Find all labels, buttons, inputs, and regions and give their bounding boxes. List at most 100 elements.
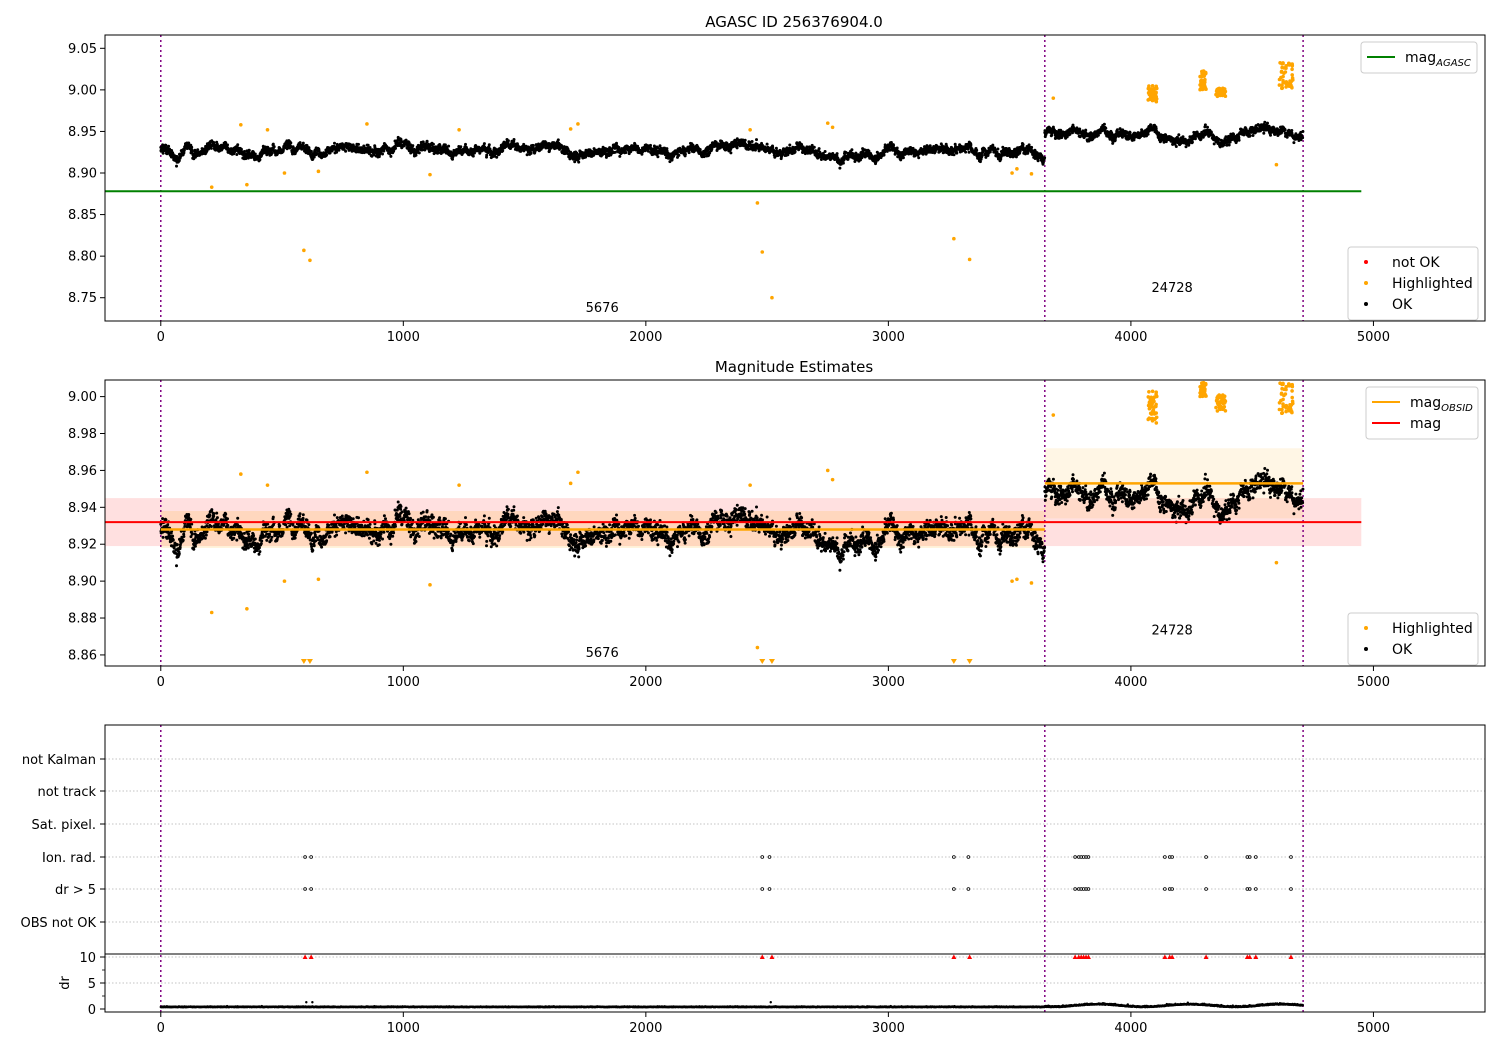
ok-point [161,151,165,155]
highlighted-point [1029,172,1034,176]
highlighted-point [457,127,461,132]
ok-point [850,148,854,152]
ok-point [617,145,621,149]
ok-point [975,148,979,152]
ok-point [812,145,816,149]
ok-point [729,151,733,155]
ok-point [1262,131,1266,135]
ok-point [1263,120,1267,124]
ok-point [1115,128,1119,132]
ok-point [482,142,486,146]
ok-point [901,156,905,160]
ok-point [411,144,415,148]
ok-point [1269,133,1272,137]
ok-point [1292,141,1296,145]
ok-point [917,156,921,160]
ok-point [964,150,968,154]
ok-point [743,138,747,142]
ok-point [389,154,393,158]
ok-point [823,150,827,153]
ok-point [649,143,652,147]
ok-point [788,143,792,147]
ok-point [1128,131,1132,135]
highlighted-point [245,182,249,187]
ok-point [235,153,239,156]
highlighted-point [282,171,287,175]
ok-point [501,149,505,153]
highlighted-point [239,122,243,127]
ok-point [677,153,681,157]
ok-point [272,145,276,149]
ok-point [506,139,510,143]
ok-point [1190,140,1194,144]
ok-point [242,150,246,153]
ok-point [247,148,251,152]
highlighted-point [308,258,312,263]
ok-point [996,147,1000,151]
ok-point [212,141,216,145]
ok-point [164,143,168,147]
ok-point [1283,128,1287,132]
ok-point [1301,130,1305,133]
highlighted-point [568,127,573,131]
ok-point [838,166,842,170]
ok-point [495,155,499,159]
ok-point [835,152,839,156]
ok-point [487,143,491,147]
ok-point [1043,156,1047,160]
ok-point [750,140,754,143]
ok-point [774,146,778,150]
ok-point [298,141,302,145]
ok-point [239,147,243,151]
ok-point [1251,134,1255,137]
ok-point [817,147,821,151]
ok-point [1301,136,1305,140]
ok-point [892,143,895,147]
highlighted-point [209,185,214,189]
ok-point [425,139,429,143]
ok-point [215,142,219,146]
ok-point [190,145,194,149]
highlighted-point [365,122,369,126]
ok-point [270,151,274,155]
highlighted-point [1154,90,1158,95]
highlighted-point [1015,167,1019,171]
ok-point [771,145,775,149]
ok-point [618,154,622,158]
ok-point [190,150,194,154]
ok-point [556,138,560,142]
highlighted-point [1010,171,1014,175]
ok-point [1248,134,1252,138]
ok-point [882,153,886,157]
ok-point [357,142,360,146]
ok-point [1030,145,1034,149]
ok-point [471,154,475,158]
ok-point [325,153,329,157]
highlighted-point [265,127,270,132]
ok-point [683,152,687,156]
ok-point [1102,122,1106,126]
ok-point [381,152,384,156]
ok-point [793,149,797,153]
ok-point [431,142,435,146]
ok-point [1174,145,1178,148]
highlighted-point [770,295,774,300]
ok-point [289,141,293,145]
ok-point [1084,128,1088,132]
ok-point [236,143,240,147]
ok-point [895,146,899,150]
highlighted-point [952,236,956,241]
ok-point [531,144,535,148]
ok-point [1232,132,1236,136]
ok-point [309,149,313,153]
ok-point [1036,159,1040,163]
ok-point [1227,143,1231,147]
ok-point [344,149,348,153]
ok-point [1021,143,1025,146]
ok-point [459,145,463,149]
ok-point [1206,125,1209,129]
ok-point [464,142,467,146]
